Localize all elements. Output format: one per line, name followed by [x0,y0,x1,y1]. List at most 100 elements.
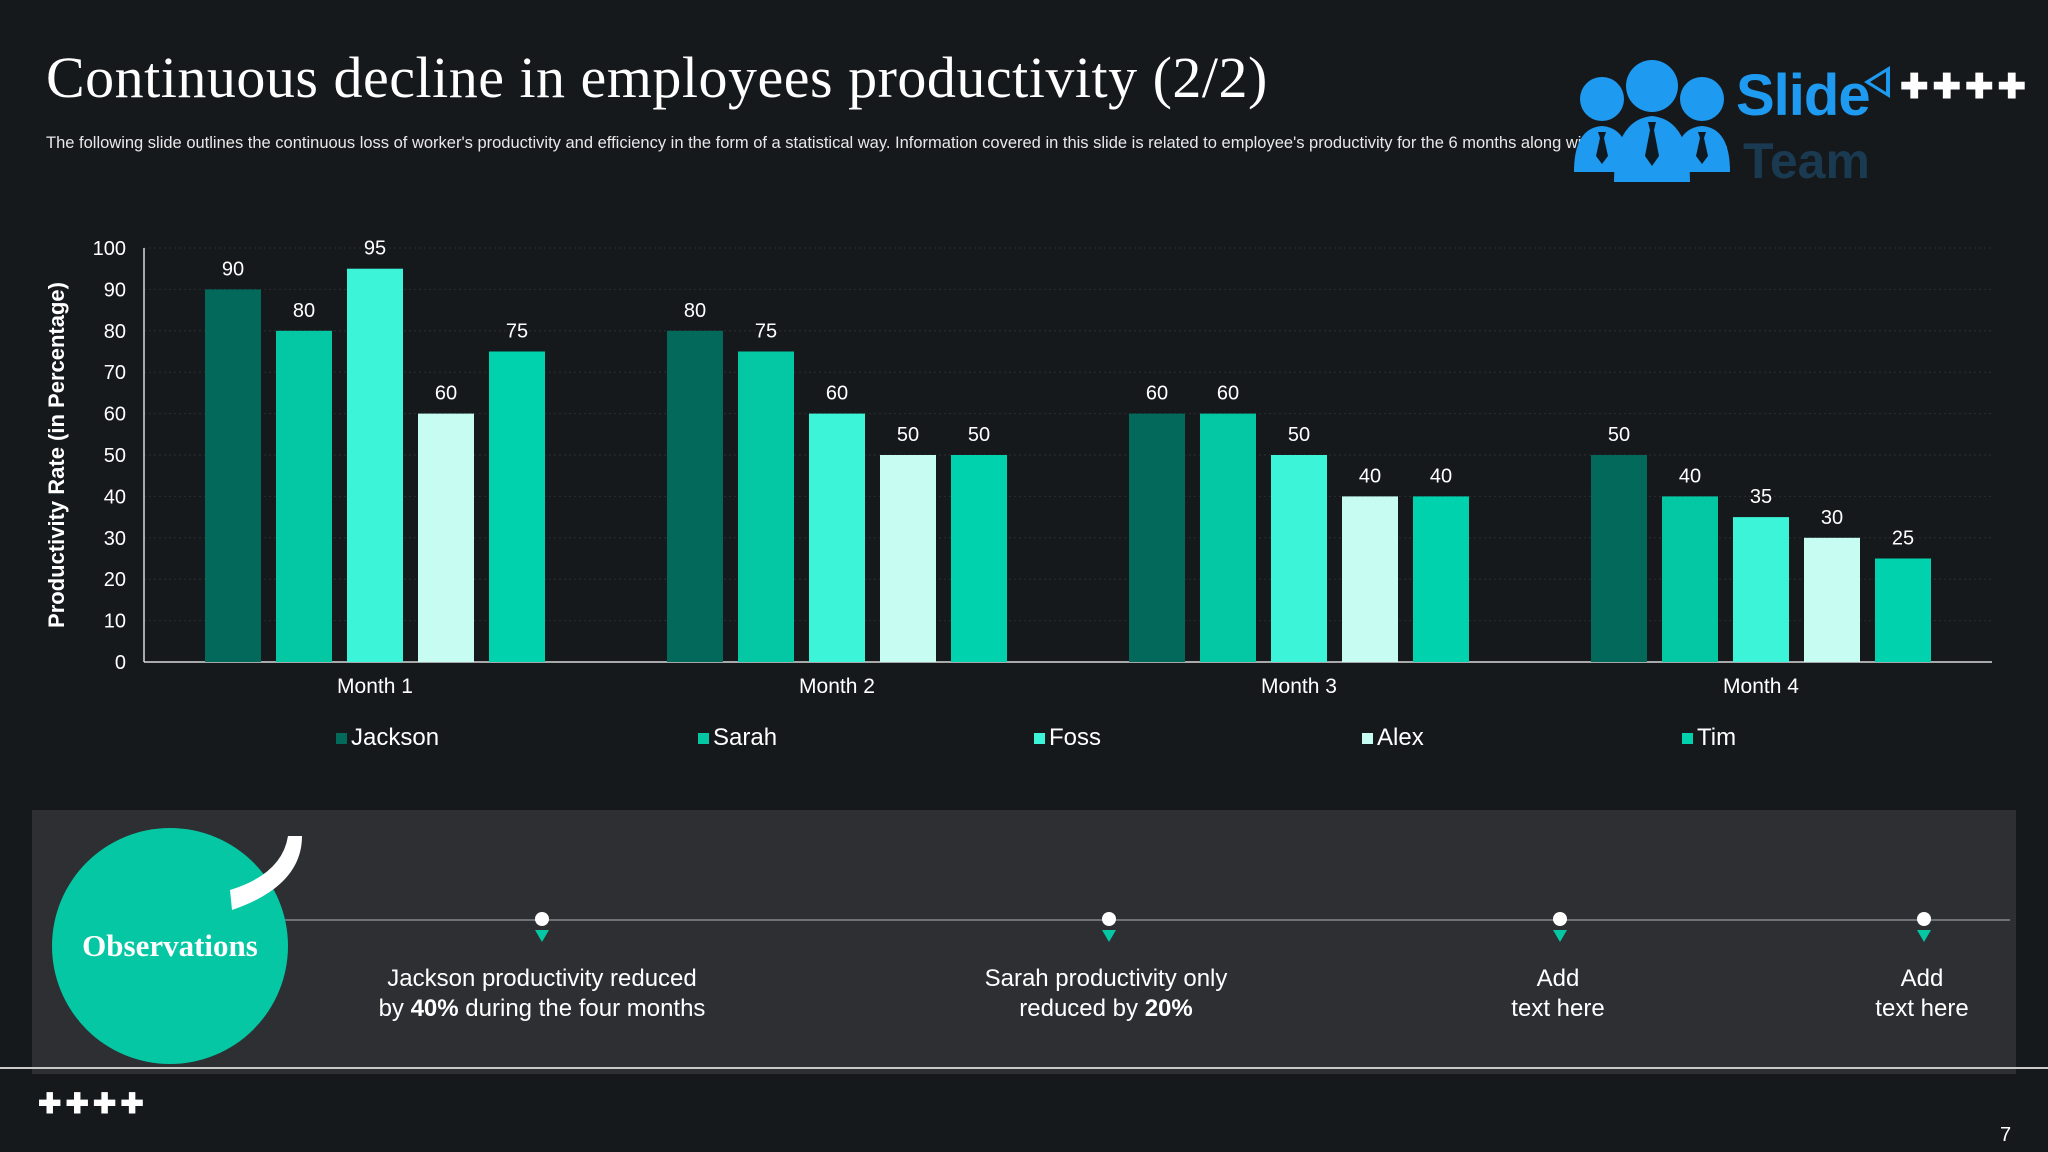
bar-alex [880,455,936,662]
x-tick-label: Month 2 [799,675,875,698]
timeline-marker-icon [1102,912,1116,942]
y-tick-label: 100 [93,238,126,260]
data-label: 35 [1750,486,1772,508]
slide-subtitle: The following slide outlines the continu… [46,134,1729,152]
observations-timeline [280,919,2010,921]
y-tick-label: 90 [104,279,126,301]
observation-line-1: Sarah productivity only [984,965,1228,992]
legend-item-jackson: Jackson [336,724,439,752]
bar-alex [1342,496,1398,662]
curved-arrow-icon [230,836,302,910]
legend-swatch [336,732,347,744]
x-tick-label: Month 4 [1723,675,1799,698]
legend-item-alex: Alex [1362,724,1424,752]
timeline-marker-icon [535,912,549,942]
decor-plus-top: ✚✚✚✚ [1900,68,2030,106]
bar-tim [489,351,545,662]
x-tick-label: Month 3 [1261,675,1337,698]
data-label: 90 [222,258,244,280]
logo-word-team: Team [1743,133,1870,189]
observation-item-4: Add text here [1732,964,2048,1024]
legend-label: Tim [1697,724,1737,751]
slide-title: Continuous decline in employees producti… [46,45,1268,110]
legend-label: Jackson [351,724,440,751]
slideteam-logo: Team Slide [1568,56,2008,192]
productivity-bar-chart: 0 10 20 30 40 50 60 70 80 90 100 Productivity Rate … [44,238,1992,698]
bar-sarah [738,351,794,662]
bar-foss [1733,517,1789,662]
y-tick-label: 40 [104,486,126,508]
observation-line-2-pre: reduced by [1019,995,1145,1022]
data-label: 40 [1679,465,1701,487]
observations-circle [52,828,288,1064]
observation-line-1: Jackson productivity reduced [387,965,697,992]
bar-foss [809,413,865,662]
y-tick-label: 50 [104,445,126,467]
timeline-marker-icon [1917,912,1931,942]
data-label: 75 [755,321,777,343]
data-label: 50 [1288,424,1310,446]
observation-line-1: Add [1536,965,1580,992]
bar-tim [1413,496,1469,662]
data-label: 80 [293,300,315,322]
logo-word-slide: Slide [1736,63,1871,128]
data-label: 25 [1892,528,1914,550]
bar-alex [1804,537,1860,662]
observation-item-1: Jackson productivity reduced by 40% duri… [352,964,732,1024]
bar-alex [418,413,474,662]
data-label: 50 [968,424,990,446]
bar-sarah [1662,496,1718,662]
timeline-marker-icon [1553,912,1567,942]
team-people-icon [1574,60,1730,182]
observation-line-2-pre: text here [1511,995,1605,1022]
legend-swatch [1034,732,1045,744]
data-label: 60 [1217,383,1239,405]
data-label: 75 [506,321,528,343]
y-tick-label: 80 [104,321,126,343]
observation-line-2-pre: by [378,995,411,1022]
data-label: 40 [1359,465,1381,487]
y-tick-label: 30 [104,528,126,550]
observation-line-2-pre: text here [1875,995,1969,1022]
data-label: 30 [1821,507,1843,529]
data-label: 50 [1608,424,1630,446]
bar-sarah [1200,413,1256,662]
bar-tim [1875,558,1931,662]
legend-swatch [1362,732,1373,744]
observation-line-1: Add [1900,965,1944,992]
y-tick-label: 0 [115,652,126,674]
y-tick-label: 10 [104,611,126,633]
data-label: 50 [897,424,919,446]
bar-foss [1271,455,1327,662]
legend-label: Alex [1377,724,1424,751]
bar-jackson [1591,455,1647,662]
observation-item-3: Add text here [1368,964,1748,1024]
y-tick-label: 70 [104,362,126,384]
bar-jackson [205,289,261,662]
bar-jackson [667,330,723,662]
data-label: 40 [1430,465,1452,487]
observation-line-2-bold: 20% [1144,995,1193,1022]
bar-sarah [276,330,332,662]
logo-triangle-icon [1864,66,1890,98]
observations-panel [32,810,2016,1074]
y-tick-label: 60 [104,404,126,426]
bar-tim [951,455,1007,662]
data-label: 60 [826,383,848,405]
data-label: 60 [1146,383,1168,405]
y-axis-label: Productivity Rate (in Percentage) [44,282,69,628]
bar-foss [347,268,403,662]
data-label: 80 [684,300,706,322]
legend-label: Sarah [713,724,778,751]
data-label: 95 [364,238,386,260]
observation-item-2: Sarah productivity only reduced by 20% [916,964,1296,1024]
decor-plus-bottom: ✚✚✚✚ [38,1088,148,1119]
observation-line-2-bold: 40% [410,995,459,1022]
x-tick-label: Month 1 [337,675,413,698]
page-number: 7 [2000,1124,2012,1146]
legend-label: Foss [1049,724,1102,751]
observations-heading: Observations [82,928,258,963]
legend-item-tim: Tim [1682,724,1736,752]
observation-line-2-post: during the four months [458,995,706,1022]
legend-item-sarah: Sarah [698,724,777,752]
